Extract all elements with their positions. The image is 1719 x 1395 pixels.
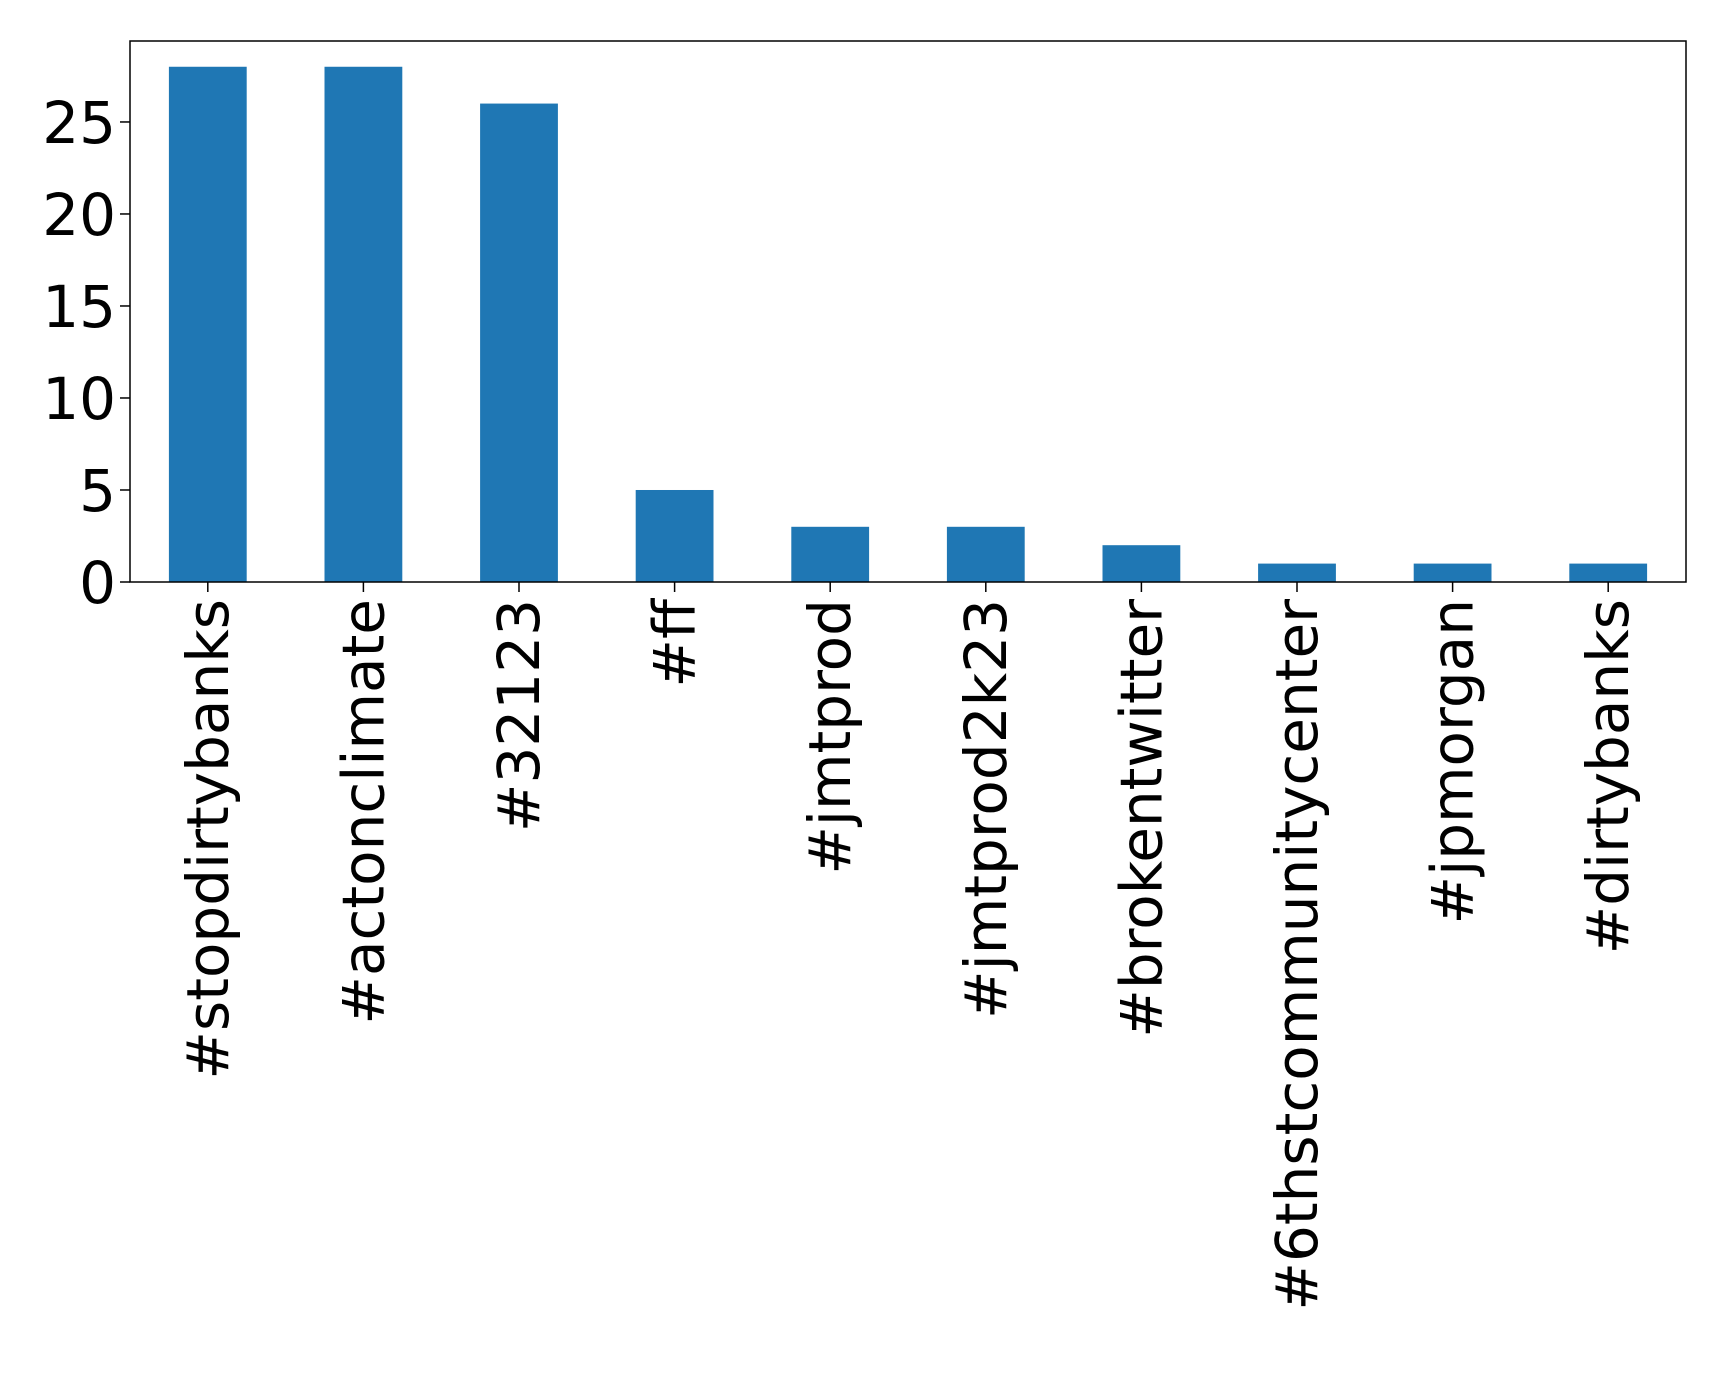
bar-0 [168,66,247,582]
x-tick-label-1: #actonclimate [329,599,397,1025]
x-tick-label-3: #ff [641,597,709,688]
bar-1 [324,66,403,582]
y-tick-label-2: 10 [42,365,116,433]
bar-2 [480,103,558,582]
x-tick-label-4: #jmtprod [796,599,864,875]
x-tick-label-2: #32123 [485,599,553,832]
bar-9 [1569,563,1648,582]
bars-group [168,66,1648,582]
bar-4 [791,526,870,582]
x-tick-label-8: #jpmorgan [1419,599,1487,924]
x-tick-label-7: #6thstcommunitycenter [1263,599,1331,1311]
y-axis: 0 5 10 15 20 25 [42,89,130,617]
y-tick-label-0: 0 [79,549,116,617]
y-tick-label-5: 25 [42,89,116,157]
x-tick-label-0: #stopdirtybanks [174,599,242,1080]
y-tick-label-4: 20 [42,181,116,249]
bar-8 [1413,563,1492,582]
x-tick-label-6: #brokentwitter [1107,599,1175,1038]
y-tick-label-1: 5 [79,457,116,525]
bar-6 [1102,545,1181,582]
x-axis: #stopdirtybanks #actonclimate #32123 #ff #jm… [174,582,1642,1311]
plot-frame [129,40,1687,583]
y-tick-label-3: 15 [42,273,116,341]
bar-7 [1258,563,1336,582]
x-tick-label-9: #dirtybanks [1574,599,1642,954]
bar-5 [946,526,1025,582]
bar-3 [635,489,714,582]
x-tick-label-5: #jmtprod2k23 [952,599,1020,1019]
